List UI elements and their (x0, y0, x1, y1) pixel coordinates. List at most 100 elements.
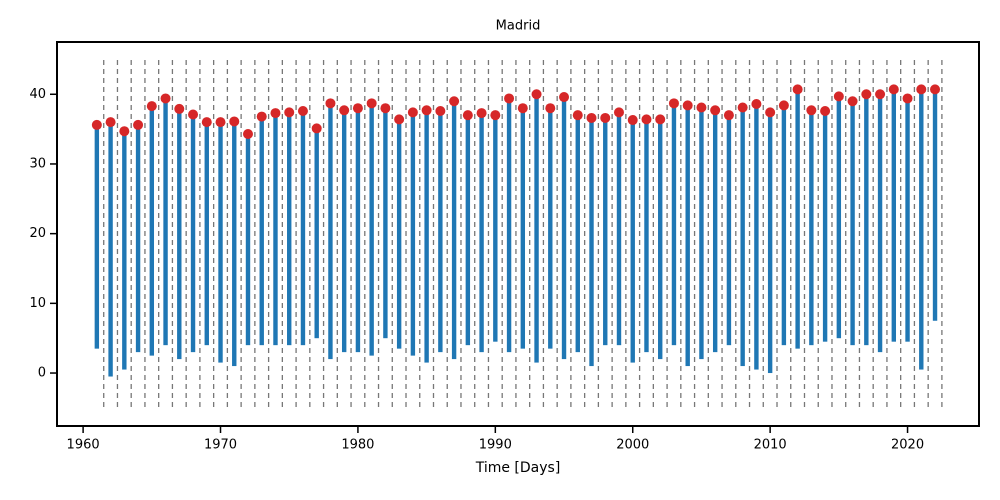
annual-max (394, 114, 405, 125)
x-tick-label: 2020 (891, 438, 924, 453)
annual-max (641, 114, 652, 125)
annual-max (119, 126, 130, 137)
daily-range (754, 104, 759, 370)
daily-range (740, 107, 745, 367)
annual-max (201, 117, 212, 128)
annual-max (572, 110, 583, 121)
annual-max (888, 84, 899, 95)
daily-range (809, 110, 814, 346)
x-tick-label: 2000 (616, 438, 649, 453)
plot-frame (56, 41, 980, 427)
daily-range (287, 112, 292, 346)
annual-max (490, 110, 501, 121)
daily-range (767, 112, 773, 374)
x-tick-label: 2010 (754, 438, 787, 453)
daily-range (122, 131, 127, 370)
annual-max (655, 114, 666, 125)
daily-range (218, 122, 223, 363)
daily-range (548, 108, 553, 349)
daily-range (94, 124, 100, 349)
daily-range (712, 110, 718, 353)
daily-range (438, 110, 443, 353)
annual-max (105, 117, 116, 128)
annual-max (476, 108, 487, 119)
daily-range (781, 105, 787, 346)
annual-max (311, 123, 322, 134)
daily-range (273, 113, 278, 346)
annual-max (930, 84, 941, 95)
daily-range (204, 122, 209, 346)
annual-max (421, 105, 432, 116)
annual-max (366, 98, 377, 109)
annual-max (847, 96, 858, 107)
annual-max (875, 89, 886, 100)
annual-max (559, 92, 570, 103)
annual-max (682, 100, 693, 111)
daily-range (671, 103, 677, 346)
daily-range (520, 108, 526, 349)
daily-range (396, 119, 402, 349)
daily-range (479, 113, 484, 353)
daily-range (245, 133, 251, 346)
annual-max (352, 103, 363, 114)
annual-max (146, 101, 157, 112)
annual-max (710, 105, 721, 116)
annual-max (133, 119, 144, 130)
annual-max (751, 99, 762, 110)
daily-range (589, 117, 594, 367)
annual-max (242, 128, 253, 139)
annual-max (380, 103, 391, 114)
annual-max (517, 103, 528, 114)
daily-range (864, 94, 869, 346)
daily-range (603, 117, 608, 346)
annual-max (462, 110, 473, 121)
daily-range (493, 115, 498, 342)
daily-range (300, 110, 306, 346)
y-tick-label: 10 (29, 296, 46, 311)
x-axis-label: Time [Days] (475, 460, 561, 476)
y-tick-label: 20 (29, 226, 46, 241)
annual-max (339, 105, 350, 116)
daily-range (905, 98, 910, 342)
daily-range (644, 119, 649, 353)
annual-max (256, 111, 267, 122)
daily-range (616, 112, 622, 346)
x-tick-label: 1960 (67, 438, 100, 453)
annual-max (668, 98, 679, 109)
annual-max (916, 84, 927, 95)
annual-max (229, 116, 240, 127)
annual-max (902, 93, 913, 104)
annual-max (215, 117, 226, 128)
daily-range (877, 94, 883, 353)
annual-max (820, 105, 831, 116)
daily-range (190, 114, 196, 353)
annual-max (586, 112, 597, 123)
daily-range (685, 105, 690, 367)
annual-max (833, 91, 844, 102)
annual-max (270, 108, 281, 119)
daily-range (314, 128, 319, 339)
daily-range (919, 89, 924, 370)
daily-range (822, 110, 828, 342)
annual-max (297, 105, 308, 116)
annual-max (449, 96, 460, 107)
annual-max (737, 102, 748, 113)
daily-range (108, 122, 113, 377)
annual-max (435, 105, 446, 116)
daily-range (328, 103, 333, 360)
annual-max (407, 107, 418, 118)
annual-max (627, 115, 638, 126)
daily-range (630, 120, 635, 363)
daily-range (149, 106, 155, 356)
daily-range (232, 121, 237, 367)
daily-range (465, 115, 471, 346)
daily-range (341, 110, 347, 353)
annual-max (696, 102, 707, 113)
annual-max (545, 103, 556, 114)
annual-max (160, 93, 171, 104)
daily-range (383, 108, 388, 339)
daily-range (795, 89, 800, 349)
annual-max (723, 110, 734, 121)
annual-max (91, 119, 102, 130)
